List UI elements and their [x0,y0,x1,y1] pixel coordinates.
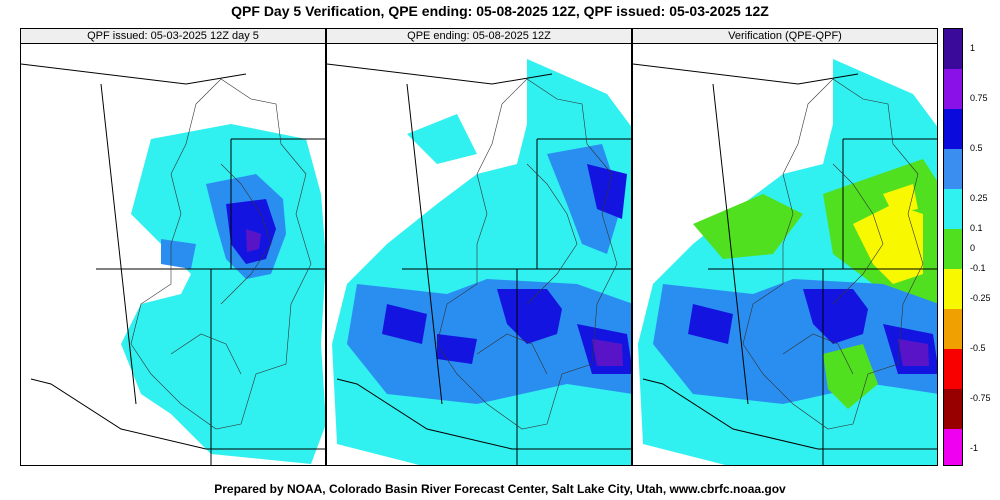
legend-band [944,229,962,269]
legend-band [944,189,962,229]
state-boundaries [327,63,631,465]
legend-label: 1 [970,43,976,53]
panel-verification-label: Verification (QPE-QPF) [633,29,937,44]
precip-areas [121,124,325,464]
legend-label: -0.1 [970,263,986,273]
legend-band [944,109,962,149]
legend-label: -0.75 [970,393,991,403]
legend-band [944,29,962,69]
state-boundaries [21,63,325,465]
map-qpf [21,63,325,465]
map-verification [633,59,937,465]
map-qpe [327,59,631,465]
map-title: QPF Day 5 Verification, QPE ending: 05-0… [231,3,769,19]
legend-label: 0.75 [970,93,988,103]
state-boundaries [633,63,937,465]
legend-label: 0.1 [970,223,983,233]
legend-label: -0.5 [970,343,986,353]
legend-label: 0.25 [970,193,988,203]
panel-qpf: QPF issued: 05-03-2025 12Z day 5 [20,28,326,466]
legend-band [944,269,962,309]
legend-band [944,429,962,465]
precip-areas [332,59,631,465]
legend-band [944,149,962,189]
legend-label: 0.5 [970,143,983,153]
legend-label: -1 [970,443,979,453]
precip-areas [638,59,937,465]
panel-qpf-label: QPF issued: 05-03-2025 12Z day 5 [21,29,325,44]
legend-band [944,349,962,389]
legend-band [944,389,962,429]
legend-label: -0.25 [970,293,991,303]
legend-label: 0 [970,243,976,253]
legend-band [944,69,962,109]
river-basins [436,78,618,430]
panel-verification: Verification (QPE-QPF) [632,28,938,466]
river-basins [130,78,312,430]
color-legend [943,28,963,466]
panel-qpe-label: QPE ending: 05-08-2025 12Z [327,29,631,44]
footer-credit: Prepared by NOAA, Colorado Basin River F… [214,482,786,496]
panel-qpe: QPE ending: 05-08-2025 12Z [326,28,632,466]
river-basins [742,78,924,430]
legend-band [944,309,962,349]
